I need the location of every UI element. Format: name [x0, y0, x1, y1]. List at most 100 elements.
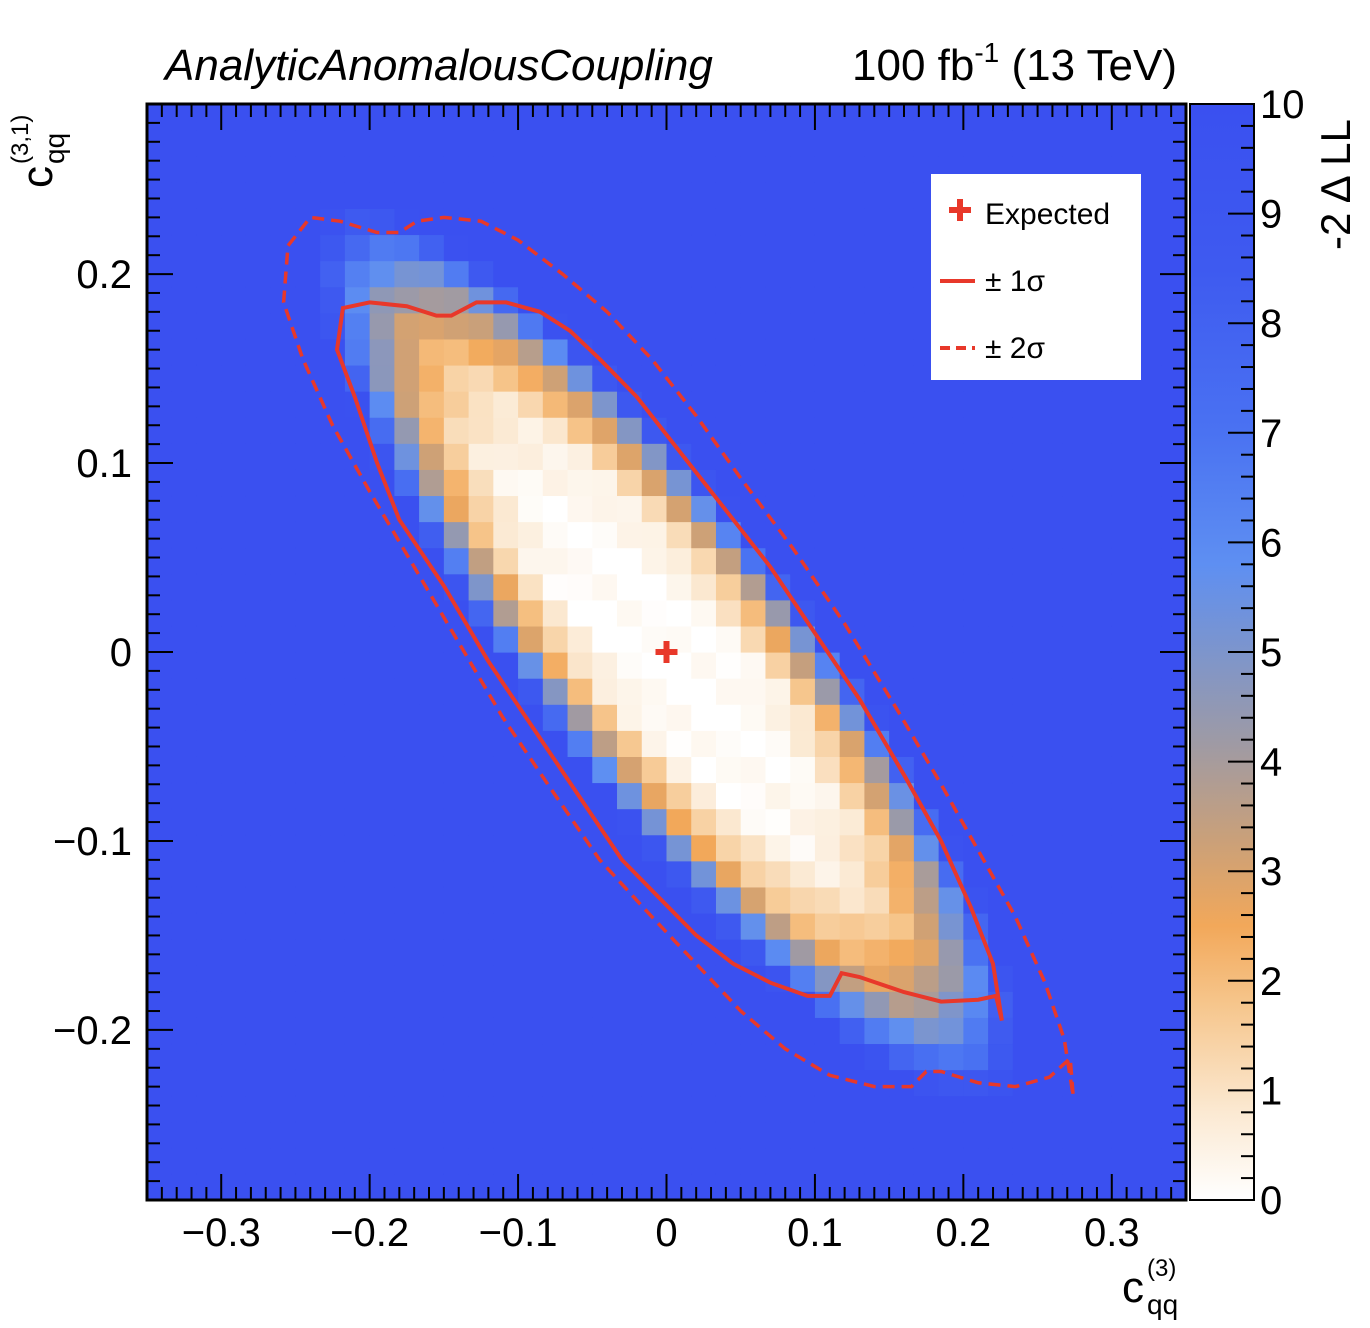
heatmap-bin — [864, 1069, 890, 1097]
heatmap-bin — [641, 1095, 668, 1123]
heatmap-bin — [1087, 808, 1113, 836]
heatmap-bin — [765, 1173, 791, 1200]
heatmap-bin — [171, 417, 198, 444]
heatmap-bin — [493, 417, 519, 444]
heatmap-bin — [592, 338, 618, 366]
heatmap-bin — [171, 364, 198, 392]
heatmap-bin — [196, 182, 222, 209]
heatmap-bin — [344, 756, 371, 784]
heatmap-bin — [1012, 834, 1039, 862]
heatmap-bin — [938, 991, 964, 1018]
heatmap-bin — [790, 678, 816, 705]
heatmap-bin — [196, 1095, 222, 1123]
heatmap-bin — [196, 1069, 222, 1097]
heatmap-bin — [468, 234, 494, 262]
heatmap-bin — [443, 208, 470, 236]
heatmap-bin — [715, 417, 742, 444]
heatmap-bin — [518, 130, 544, 157]
heatmap-bin — [1062, 808, 1088, 836]
heatmap-bin — [518, 886, 544, 914]
heatmap-bin — [740, 573, 767, 601]
heatmap-bin — [765, 1121, 791, 1149]
heatmap-bin — [988, 417, 1014, 444]
heatmap-bin — [295, 1043, 321, 1071]
heatmap-bin — [1161, 521, 1186, 549]
heatmap-bin — [171, 1095, 198, 1123]
heatmap-bin — [592, 182, 618, 209]
heatmap-bin — [221, 730, 247, 757]
heatmap-bin — [295, 208, 321, 236]
heatmap-bin — [1136, 469, 1162, 497]
heatmap-bin — [542, 965, 569, 992]
heatmap-bin — [394, 469, 420, 497]
heatmap-bin — [171, 782, 198, 810]
heatmap-bin — [864, 912, 890, 940]
heatmap-bin — [592, 312, 618, 340]
heatmap-bin — [691, 782, 717, 810]
heatmap-bin — [889, 730, 915, 757]
heatmap-bin — [221, 312, 247, 340]
heatmap-bin — [617, 182, 643, 209]
heatmap-bin — [493, 939, 519, 966]
heatmap-bin — [1161, 182, 1186, 209]
heatmap-bin — [369, 991, 395, 1018]
heatmap-bin — [270, 469, 297, 497]
heatmap-bin — [1161, 991, 1186, 1018]
heatmap-bin — [617, 756, 643, 784]
heatmap-bin — [394, 234, 420, 262]
heatmap-bin — [790, 886, 816, 914]
heatmap-bin — [1087, 756, 1113, 784]
heatmap-bin — [814, 886, 841, 914]
heatmap-bin — [617, 782, 643, 810]
heatmap-bin — [839, 1069, 866, 1097]
heatmap-bin — [740, 912, 767, 940]
heatmap-bin — [666, 234, 692, 262]
heatmap-bin — [666, 156, 692, 183]
heatmap-bin — [1012, 469, 1039, 497]
heatmap-bin — [1037, 782, 1063, 810]
lumi-exponent: -1 — [974, 37, 999, 68]
heatmap-bin — [592, 417, 618, 444]
heatmap-bin — [147, 573, 173, 601]
heatmap-bin — [419, 991, 445, 1018]
x-tick-label: −0.3 — [182, 1211, 261, 1255]
heatmap-bin — [889, 182, 915, 209]
heatmap-bin — [839, 260, 866, 288]
heatmap-bin — [1062, 443, 1088, 470]
y-axis-title-sup: (3,1) — [7, 115, 34, 164]
heatmap-bin — [740, 652, 767, 679]
heatmap-bin — [641, 808, 668, 836]
heatmap-bin — [864, 625, 890, 653]
heatmap-bin — [221, 965, 247, 992]
heatmap-bin — [245, 1069, 272, 1097]
heatmap-bin — [542, 1069, 569, 1097]
heatmap-bin — [394, 1069, 420, 1097]
heatmap-bin — [963, 573, 989, 601]
heatmap-bin — [592, 991, 618, 1018]
heatmap-bin — [147, 1095, 173, 1123]
heatmap-bin — [171, 625, 198, 653]
heatmap-bin — [938, 704, 964, 731]
heatmap-bin — [542, 625, 569, 653]
heatmap-bin — [839, 443, 866, 470]
heatmap-bin — [1012, 808, 1039, 836]
heatmap-bin — [1012, 678, 1039, 705]
heatmap-bin — [617, 573, 643, 601]
heatmap-bin — [1062, 991, 1088, 1018]
heatmap-bin — [295, 182, 321, 209]
heatmap-bin — [790, 495, 816, 523]
heatmap-bin — [171, 704, 198, 731]
heatmap-bin — [518, 260, 544, 288]
heatmap-bin — [1111, 104, 1138, 131]
heatmap-bin — [864, 391, 890, 418]
heatmap-bin — [617, 939, 643, 966]
heatmap-bin — [1161, 965, 1186, 992]
heatmap-bin — [617, 104, 643, 131]
heatmap-bin — [419, 391, 445, 418]
heatmap-bin — [1136, 625, 1162, 653]
heatmap-bin — [171, 469, 198, 497]
heatmap-bin — [988, 678, 1014, 705]
heatmap-bin — [617, 991, 643, 1018]
heatmap-bin — [1111, 547, 1138, 575]
heatmap-bin — [666, 130, 692, 157]
